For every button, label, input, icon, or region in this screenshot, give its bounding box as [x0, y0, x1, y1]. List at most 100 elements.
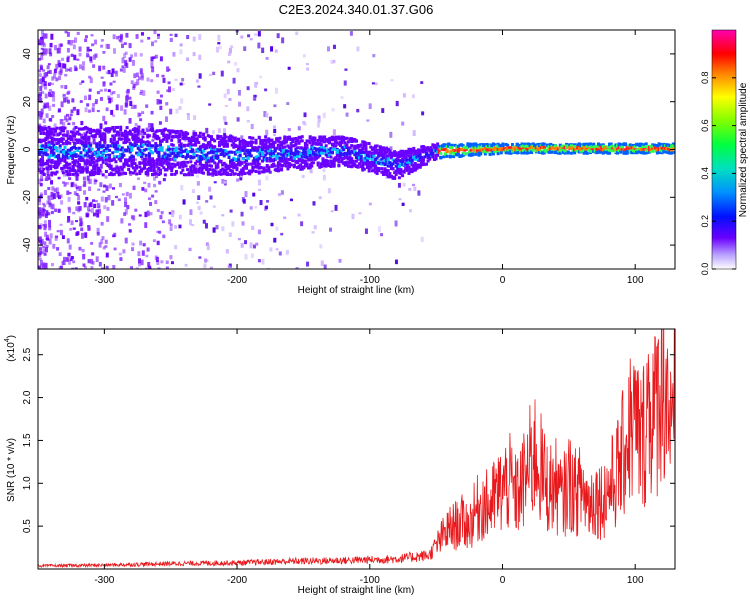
- spectrogram-cell: [458, 143, 462, 147]
- spectrogram-cell: [256, 149, 260, 153]
- spectrogram-cell: [55, 138, 59, 142]
- spectrogram-cell: [241, 147, 245, 151]
- spectrogram-cell: [98, 242, 102, 248]
- spectrogram-cell: [206, 141, 210, 145]
- spectrogram-cell: [49, 233, 53, 239]
- spectrogram-cell: [302, 160, 306, 164]
- spectrogram-cell: [208, 135, 212, 139]
- spectrogram-cell: [536, 148, 540, 152]
- spectrogram-cell: [227, 60, 231, 64]
- spectrogram-cell: [171, 134, 175, 138]
- spectrogram-cell: [238, 139, 242, 143]
- spectrogram-cell: [389, 162, 393, 166]
- spectrogram-cell: [221, 214, 225, 217]
- spectrogram-cell: [313, 146, 317, 150]
- spectrogram-cell: [291, 157, 295, 161]
- spectrogram-cell: [131, 59, 135, 66]
- spectrogram-cell: [662, 150, 666, 154]
- spectrogram-cell: [512, 145, 516, 149]
- spectrogram-cell: [625, 151, 629, 155]
- spectrogram-cell: [58, 138, 62, 142]
- spectrogram-cell: [227, 52, 231, 56]
- spectrogram-cell: [558, 146, 562, 150]
- spectrogram-cell: [485, 150, 489, 154]
- spectrogram-cell: [96, 169, 100, 173]
- spectrogram-cell: [667, 151, 671, 155]
- spectrogram-cell: [592, 150, 596, 154]
- spectrogram-cell: [552, 145, 556, 149]
- spectrogram-cell: [399, 149, 403, 153]
- spectrogram-cell: [146, 172, 150, 176]
- spectrogram-cell: [229, 209, 233, 213]
- spectrogram-cell: [448, 154, 452, 158]
- spectrogram-cell: [346, 147, 350, 151]
- spectrogram-cell: [283, 155, 287, 159]
- spectrogram-cell: [343, 80, 347, 86]
- spectrogram-cell: [295, 31, 299, 36]
- spectrogram-cell: [76, 58, 80, 61]
- spectrogram-cell: [238, 150, 242, 154]
- spectrogram-cell: [54, 235, 58, 241]
- spectrogram-cell: [311, 146, 315, 150]
- spectrogram-cell: [186, 160, 190, 164]
- spectrogram-cell: [95, 143, 99, 147]
- spectrogram-cell: [311, 140, 315, 144]
- spectrogram-ytick-label: 40: [22, 48, 33, 60]
- spectrogram-cell: [345, 144, 349, 148]
- spectrogram-cell: [63, 165, 67, 169]
- spectrogram-cell: [409, 170, 413, 174]
- spectrogram-cell: [358, 148, 362, 152]
- spectrogram-cell: [75, 232, 79, 236]
- spectrogram-cell: [641, 151, 645, 155]
- spectrogram-cell: [158, 121, 162, 125]
- spectrogram-cell: [474, 146, 478, 150]
- spectrogram-cell: [244, 191, 248, 198]
- spectrogram-cell: [240, 242, 244, 248]
- spectrogram-cell: [178, 138, 182, 142]
- spectrogram-cell: [217, 159, 221, 163]
- spectrogram-cell: [143, 166, 147, 170]
- spectrogram-cell: [135, 267, 139, 269]
- spectrogram-cell: [154, 146, 158, 150]
- spectrogram-cell: [222, 138, 226, 142]
- spectrogram-cell: [276, 163, 280, 167]
- spectrogram-cell: [224, 139, 228, 143]
- spectrogram-cell: [152, 172, 156, 176]
- spectrogram-cell: [402, 151, 406, 155]
- spectrogram-cell: [46, 169, 50, 176]
- spectrogram-cell: [252, 97, 256, 100]
- spectrogram-cell: [237, 137, 241, 141]
- spectrogram-cell: [66, 91, 70, 95]
- spectrogram-cell: [364, 228, 368, 234]
- spectrogram-cell: [356, 157, 360, 161]
- spectrogram-cell: [577, 142, 581, 146]
- spectrogram-cell: [95, 132, 99, 136]
- spectrogram-cell: [329, 227, 333, 232]
- spectrogram-cell: [57, 108, 61, 113]
- spectrogram-cell: [345, 136, 349, 140]
- spectrogram-cell: [77, 169, 81, 173]
- spectrogram-cell: [143, 148, 147, 152]
- spectrogram-cell: [79, 216, 83, 222]
- spectrogram-cell: [79, 154, 83, 158]
- spectrogram-cell: [39, 239, 43, 243]
- spectrogram-cell: [343, 155, 347, 159]
- spectrogram-cell: [66, 152, 70, 156]
- spectrogram-cell: [96, 202, 100, 208]
- spectrogram-cell: [197, 167, 201, 171]
- spectrogram-cell: [474, 150, 478, 154]
- spectrogram-cell: [92, 64, 96, 68]
- spectrogram-cell: [182, 135, 186, 139]
- spectrogram-cell: [45, 113, 49, 118]
- spectrogram-cell: [596, 142, 600, 146]
- spectrogram-cell: [200, 171, 204, 175]
- spectrogram-cell: [265, 138, 269, 142]
- spectrogram-cell: [48, 69, 52, 75]
- spectrogram-cell: [638, 150, 642, 154]
- spectrogram-cell: [399, 163, 403, 167]
- spectrogram-cell: [469, 144, 473, 148]
- spectrogram-cell: [40, 263, 44, 269]
- spectrogram-cell: [85, 196, 89, 201]
- spectrogram-cell: [278, 136, 282, 140]
- spectrogram-cell: [217, 42, 221, 45]
